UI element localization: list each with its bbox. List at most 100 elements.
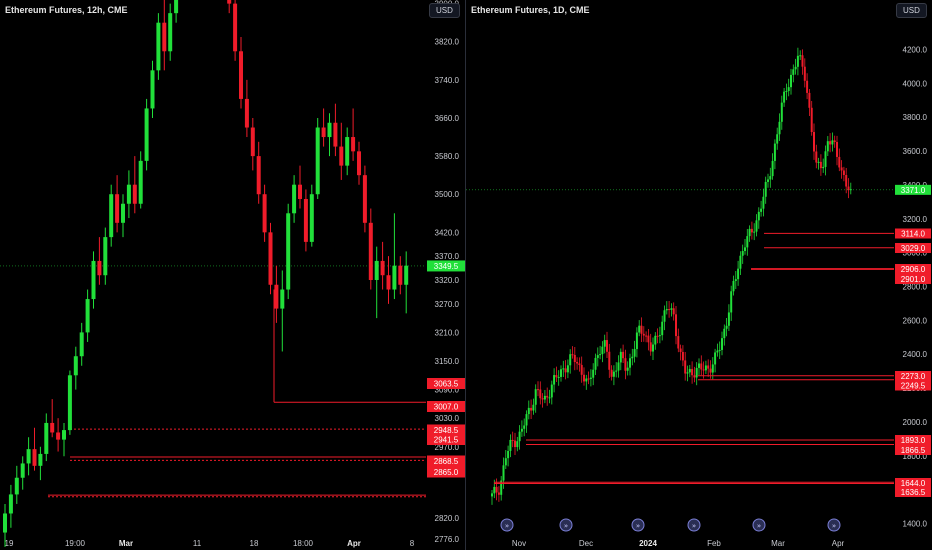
candle-body	[617, 362, 620, 371]
currency-button[interactable]: USD	[429, 3, 460, 18]
candle-body	[649, 342, 652, 352]
candle-body	[753, 231, 756, 233]
candle-body	[26, 449, 31, 464]
candle-body	[539, 389, 542, 399]
level-price-tag	[895, 243, 931, 253]
candle-body	[716, 350, 719, 353]
candle-body	[836, 142, 838, 157]
candle-body	[679, 348, 682, 352]
candle-body	[819, 161, 822, 169]
candle-body	[606, 340, 608, 352]
candle-body	[509, 439, 512, 451]
candle-body	[50, 422, 55, 433]
candle-body	[286, 213, 291, 290]
candle-body	[309, 194, 314, 242]
y-tick-label: 3500.0	[435, 190, 460, 199]
candle-body	[626, 367, 629, 371]
chart-pane-12h[interactable]: 4100.04000.03900.03820.03740.03660.03580…	[0, 0, 465, 550]
x-tick-label: 19:00	[65, 539, 86, 548]
candle-body	[675, 314, 677, 337]
level-price-label: 3029.0	[901, 244, 926, 253]
candle-body	[553, 375, 556, 385]
candle-body	[126, 184, 131, 204]
x-tick-label: 18	[250, 539, 259, 548]
candle-body	[748, 228, 751, 237]
candle-body	[796, 55, 799, 67]
candle-body	[497, 492, 500, 495]
x-tick-label: Apr	[832, 539, 845, 548]
x-tick-label: 19	[5, 539, 14, 548]
candle-body	[773, 143, 776, 161]
y-tick-label: 2776.0	[435, 535, 460, 544]
candlestick-chart-12h[interactable]: 4100.04000.03900.03820.03740.03660.03580…	[0, 0, 465, 550]
event-marker-icon[interactable]: »	[500, 518, 514, 532]
x-tick-label: 11	[193, 539, 202, 548]
candle-body	[351, 137, 356, 152]
candle-body	[239, 51, 243, 99]
candle-body	[762, 196, 765, 209]
candle-body	[750, 228, 753, 233]
event-marker-glyph: »	[505, 522, 509, 530]
candle-body	[585, 378, 588, 382]
candle-body	[783, 91, 786, 103]
candle-body	[504, 458, 507, 466]
level-price-label: 1636.5	[901, 488, 926, 497]
level-price-label: 3063.5	[434, 380, 459, 389]
candle-body	[398, 265, 403, 285]
pane-divider[interactable]	[465, 0, 466, 550]
level-price-label: 3007.0	[434, 403, 459, 412]
event-marker-icon[interactable]: »	[631, 518, 645, 532]
level-price-tag	[427, 455, 465, 467]
candlestick-chart-1d[interactable]: 4200.04000.03800.03600.03400.03200.03000…	[466, 0, 932, 550]
event-marker-icon[interactable]: »	[559, 518, 573, 532]
current-price-tag	[427, 260, 465, 272]
candle-body	[256, 156, 261, 195]
x-tick-label: 2024	[639, 539, 657, 548]
candle-body	[380, 260, 385, 276]
candle-body	[109, 194, 114, 238]
candle-body	[3, 513, 7, 533]
candle-body	[704, 365, 707, 371]
x-tick-label: Nov	[512, 539, 526, 548]
y-tick-label: 3000.0	[903, 249, 928, 258]
candle-body	[520, 428, 523, 432]
candle-body	[734, 279, 737, 281]
level-price-label: 1866.5	[901, 446, 926, 455]
candle-body	[233, 3, 238, 52]
candle-body	[672, 308, 675, 315]
candle-body	[592, 369, 595, 378]
current-price-label: 3349.5	[434, 262, 459, 271]
candle-body	[144, 108, 149, 161]
candle-body	[739, 255, 742, 269]
candle-body	[292, 184, 297, 214]
event-marker-icon[interactable]: »	[752, 518, 766, 532]
candle-body	[156, 22, 161, 71]
candle-body	[771, 160, 774, 177]
candle-body	[315, 127, 320, 195]
event-marker-circle	[827, 518, 841, 532]
candle-body	[702, 369, 705, 371]
candle-body	[518, 431, 521, 442]
candle-body	[693, 375, 696, 378]
level-price-label: 3114.0	[901, 230, 925, 239]
candle-body	[44, 422, 49, 454]
candle-body	[769, 176, 772, 180]
candle-body	[97, 260, 102, 276]
candle-body	[847, 186, 850, 191]
candle-body	[840, 167, 843, 171]
y-tick-label: 2000.0	[903, 418, 928, 427]
candle-body	[635, 332, 638, 350]
candle-body	[514, 440, 516, 448]
chart-pane-1d[interactable]: 4200.04000.03800.03600.03400.03200.03000…	[466, 0, 932, 550]
candle-body	[767, 179, 769, 182]
candle-body	[583, 374, 585, 382]
event-marker-icon[interactable]: »	[687, 518, 701, 532]
y-tick-label: 3210.0	[435, 328, 460, 337]
candle-body	[661, 321, 664, 336]
candle-body	[362, 175, 367, 223]
currency-button[interactable]: USD	[896, 3, 927, 18]
level-price-label: 2273.0	[901, 372, 926, 381]
event-marker-circle	[500, 518, 514, 532]
event-marker-icon[interactable]: »	[827, 518, 841, 532]
candle-body	[842, 170, 845, 175]
